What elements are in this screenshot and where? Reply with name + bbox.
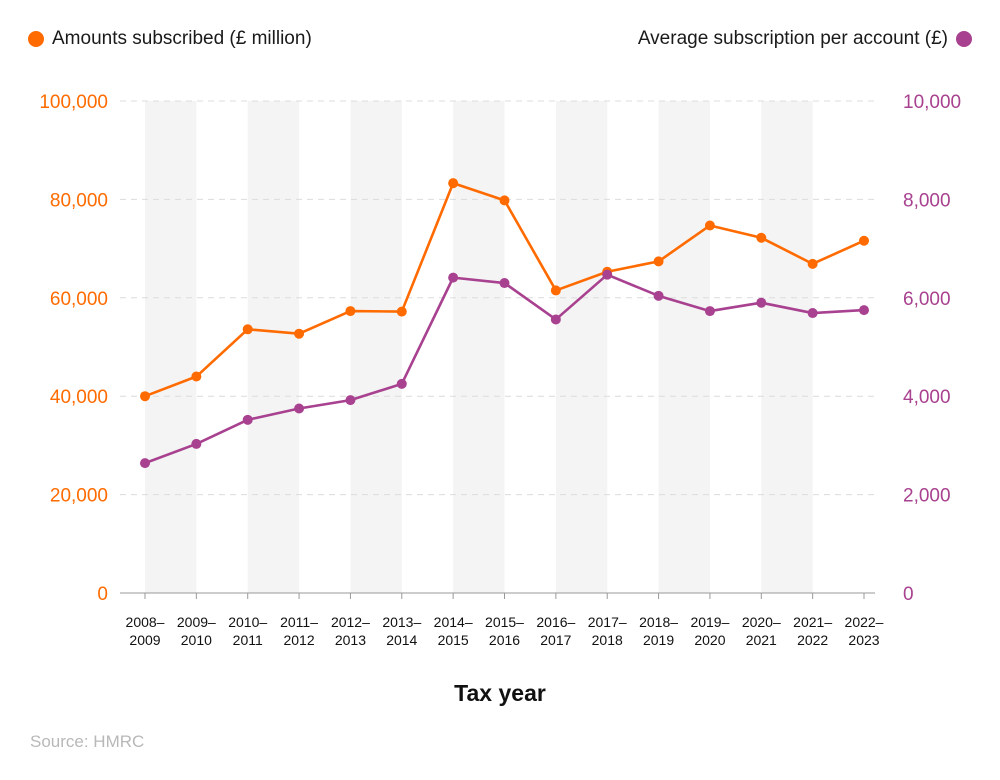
data-point-1 bbox=[242, 324, 253, 335]
data-point-1 bbox=[859, 235, 869, 246]
background-band bbox=[658, 101, 710, 593]
data-point-2 bbox=[550, 314, 561, 325]
data-point-1 bbox=[396, 306, 407, 317]
data-point-2 bbox=[140, 458, 150, 469]
x-tick-label: 2016– 2017 bbox=[536, 614, 575, 648]
x-tick-label: 2022– 2023 bbox=[845, 614, 884, 648]
data-point-1 bbox=[499, 195, 510, 206]
data-point-1 bbox=[807, 258, 818, 269]
x-tick-label: 2017– 2018 bbox=[588, 614, 627, 648]
x-tick-label: 2010– 2011 bbox=[228, 614, 267, 648]
data-point-2 bbox=[756, 297, 767, 308]
data-point-2 bbox=[859, 305, 869, 316]
x-tick-label: 2008– 2009 bbox=[126, 614, 165, 648]
background-band bbox=[350, 101, 402, 593]
background-band bbox=[555, 101, 608, 593]
y-left-tick-label: 0 bbox=[97, 584, 108, 605]
y-right-tick-label: 2,000 bbox=[903, 486, 951, 507]
data-point-1 bbox=[653, 256, 664, 267]
y-left-tick-label: 40,000 bbox=[50, 387, 108, 408]
data-point-2 bbox=[294, 403, 305, 414]
x-tick-label: 2014– 2015 bbox=[434, 614, 473, 648]
data-point-2 bbox=[807, 308, 818, 319]
data-point-1 bbox=[704, 220, 715, 231]
data-point-2 bbox=[499, 278, 510, 289]
x-tick-label: 2019– 2020 bbox=[690, 614, 729, 648]
background-band bbox=[761, 101, 813, 593]
data-point-2 bbox=[602, 269, 613, 280]
source-note: Source: HMRC bbox=[30, 732, 145, 751]
legend-label: Amounts subscribed (£ million) bbox=[52, 28, 312, 49]
x-tick-label: 2012– 2013 bbox=[331, 614, 370, 648]
y-left-tick-label: 100,000 bbox=[39, 92, 108, 113]
data-point-2 bbox=[191, 438, 202, 449]
y-right-tick-label: 6,000 bbox=[903, 289, 951, 310]
data-point-2 bbox=[242, 414, 253, 425]
legend-dot-icon bbox=[28, 31, 44, 47]
x-tick-label: 2013– 2014 bbox=[382, 614, 421, 648]
y-right-tick-label: 4,000 bbox=[903, 387, 951, 408]
data-point-1 bbox=[345, 306, 356, 317]
data-point-2 bbox=[448, 272, 459, 283]
y-left-tick-label: 60,000 bbox=[50, 289, 108, 310]
data-point-2 bbox=[704, 306, 715, 317]
x-tick-label: 2009– 2010 bbox=[177, 614, 216, 648]
data-point-1 bbox=[140, 391, 150, 402]
legend-dot-icon bbox=[956, 31, 972, 47]
legend-amounts: Amounts subscribed (£ million) bbox=[28, 28, 312, 50]
y-right-tick-label: 10,000 bbox=[903, 92, 961, 113]
x-tick-label: 2021– 2022 bbox=[793, 614, 832, 648]
data-point-1 bbox=[191, 371, 202, 382]
x-tick-label: 2011– 2012 bbox=[280, 614, 318, 648]
data-point-2 bbox=[345, 395, 356, 406]
y-left-tick-label: 20,000 bbox=[50, 486, 108, 507]
x-tick-label: 2018– 2019 bbox=[639, 614, 678, 648]
data-point-1 bbox=[756, 232, 767, 243]
background-band bbox=[145, 101, 197, 593]
data-point-1 bbox=[294, 328, 305, 339]
x-tick-label: 2015– 2016 bbox=[485, 614, 524, 648]
data-point-1 bbox=[550, 285, 561, 296]
y-right-tick-label: 8,000 bbox=[903, 190, 951, 211]
data-point-2 bbox=[653, 290, 664, 301]
background-band bbox=[453, 101, 505, 593]
y-left-tick-label: 80,000 bbox=[50, 190, 108, 211]
background-band bbox=[247, 101, 300, 593]
x-axis-title: Tax year bbox=[454, 680, 546, 706]
data-point-2 bbox=[396, 378, 407, 389]
y-right-tick-label: 0 bbox=[903, 584, 914, 605]
data-point-1 bbox=[448, 178, 459, 189]
legend-average: Average subscription per account (£) bbox=[638, 28, 972, 50]
legend-label: Average subscription per account (£) bbox=[637, 28, 948, 49]
x-tick-label: 2020– 2021 bbox=[742, 614, 781, 648]
